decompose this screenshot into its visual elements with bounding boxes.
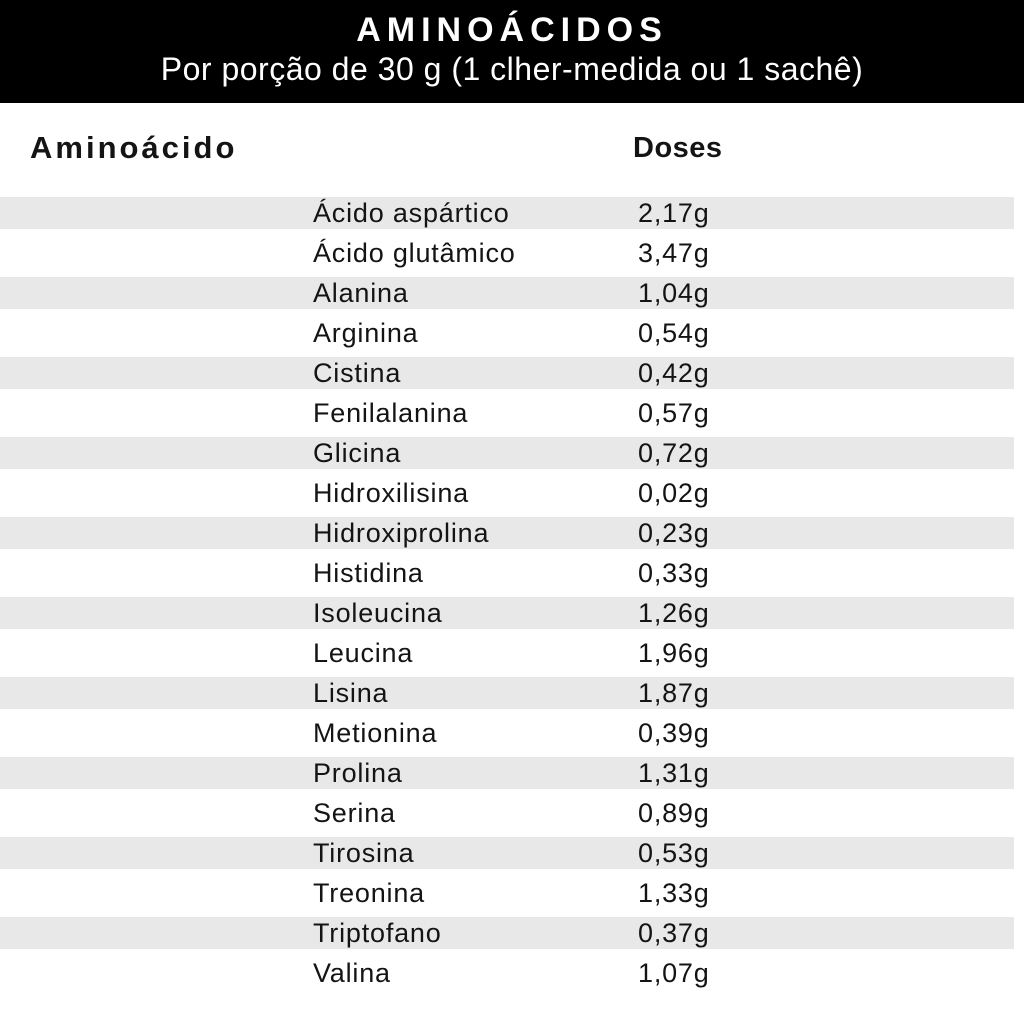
amino-dose: 1,31g [638,757,710,788]
amino-dose: 1,04g [638,277,710,308]
column-headers: Aminoácido Doses [0,130,1024,170]
amino-dose: 0,89g [638,797,710,828]
table-row: Cistina 0,42g [0,353,1014,393]
column-header-aminoacido: Aminoácido [30,130,238,165]
table-row: Ácido aspártico 2,17g [0,193,1014,233]
table-row: Prolina 1,31g [0,753,1014,793]
table-row: Leucina 1,96g [0,633,1014,673]
amino-dose: 1,87g [638,677,710,708]
table-row: Glicina 0,72g [0,433,1014,473]
amino-dose: 3,47g [638,237,710,268]
amino-name: Ácido aspártico [313,197,510,228]
amino-dose: 0,33g [638,557,710,588]
page-title: AMINOÁCIDOS [356,11,668,49]
table-row: Ácido glutâmico 3,47g [0,233,1014,273]
amino-dose: 0,54g [638,317,710,348]
table-row: Histidina 0,33g [0,553,1014,593]
table-row: Tirosina 0,53g [0,833,1014,873]
table-row: Isoleucina 1,26g [0,593,1014,633]
amino-dose: 0,42g [638,357,710,388]
amino-name: Fenilalanina [313,397,469,428]
amino-dose: 1,96g [638,637,710,668]
amino-name: Alanina [313,277,409,308]
table-row: Fenilalanina 0,57g [0,393,1014,433]
amino-name: Ácido glutâmico [313,237,516,268]
table-row: Valina 1,07g [0,953,1014,993]
amino-dose: 1,07g [638,957,710,988]
amino-dose: 0,57g [638,397,710,428]
table-row: Arginina 0,54g [0,313,1014,353]
amino-name: Histidina [313,557,424,588]
amino-name: Hidroxiprolina [313,517,490,548]
amino-dose: 0,02g [638,477,710,508]
amino-dose: 2,17g [638,197,710,228]
table-row: Hidroxiprolina 0,23g [0,513,1014,553]
table-row: Serina 0,89g [0,793,1014,833]
amino-name: Triptofano [313,917,442,948]
column-header-doses: Doses [633,132,723,164]
amino-dose: 1,26g [638,597,710,628]
amino-dose: 0,72g [638,437,710,468]
table-row: Hidroxilisina 0,02g [0,473,1014,513]
amino-name: Valina [313,957,391,988]
table-row: Triptofano 0,37g [0,913,1014,953]
amino-name: Metionina [313,717,438,748]
table-row: Alanina 1,04g [0,273,1014,313]
amino-name: Glicina [313,437,402,468]
header-band: AMINOÁCIDOS Por porção de 30 g (1 clher-… [0,0,1024,103]
amino-name: Tirosina [313,837,415,868]
amino-name: Lisina [313,677,389,708]
amino-dose: 0,23g [638,517,710,548]
amino-name: Hidroxilisina [313,477,469,508]
amino-name: Prolina [313,757,403,788]
amino-dose: 1,33g [638,877,710,908]
amino-name: Cistina [313,357,402,388]
amino-dose: 0,37g [638,917,710,948]
table-row: Lisina 1,87g [0,673,1014,713]
amino-name: Arginina [313,317,419,348]
amino-table: Ácido aspártico 2,17g Ácido glutâmico 3,47g… [0,193,1014,993]
amino-name: Leucina [313,637,414,668]
table-row: Treonina 1,33g [0,873,1014,913]
table-row: Metionina 0,39g [0,713,1014,753]
amino-dose: 0,39g [638,717,710,748]
amino-name: Treonina [313,877,425,908]
page-subtitle: Por porção de 30 g (1 clher-medida ou 1 … [160,51,864,87]
amino-name: Isoleucina [313,597,443,628]
amino-dose: 0,53g [638,837,710,868]
amino-name: Serina [313,797,396,828]
